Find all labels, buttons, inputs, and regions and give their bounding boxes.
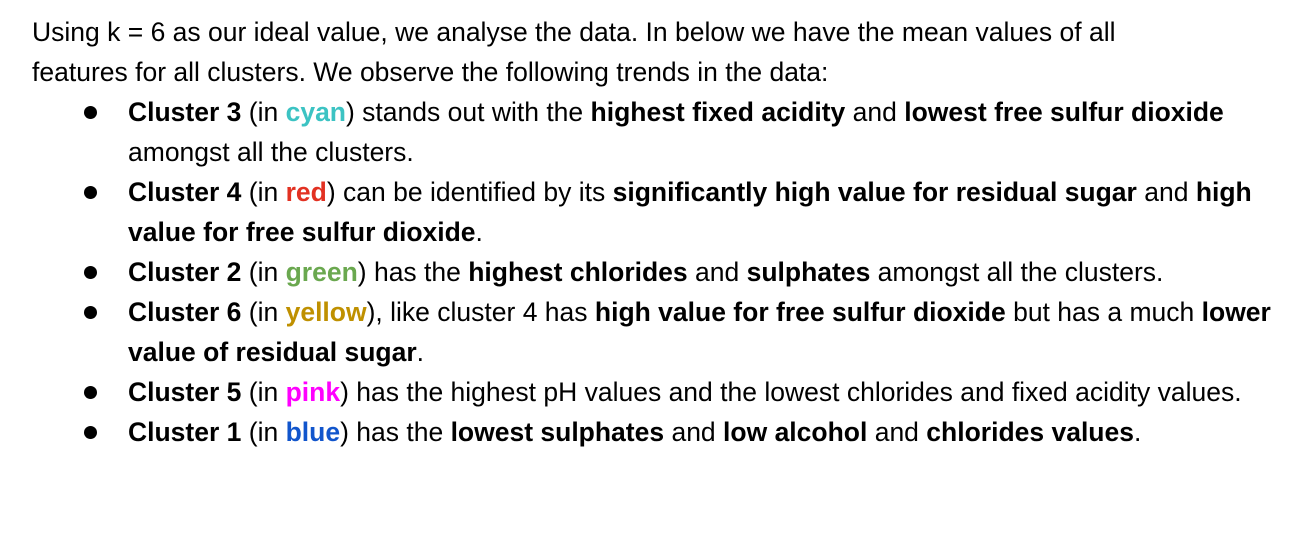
list-item-cluster-3: Cluster 3 (in cyan) stands out with the … [32, 92, 1292, 172]
color-word-green: green [285, 257, 358, 287]
bullet-dot-icon [84, 106, 97, 119]
color-word-cyan: cyan [285, 97, 346, 127]
cluster-name: Cluster 4 [128, 177, 242, 207]
list-item-cluster-1: Cluster 1 (in blue) has the lowest sulph… [32, 412, 1292, 452]
cluster-name: Cluster 1 [128, 417, 242, 447]
bullet-dot-icon [84, 266, 97, 279]
cluster-trends-list: Cluster 3 (in cyan) stands out with the … [32, 92, 1292, 452]
intro-line-1: Using k = 6 as our ideal value, we analy… [32, 17, 1116, 47]
cluster-name: Cluster 6 [128, 297, 242, 327]
cluster-name: Cluster 5 [128, 377, 242, 407]
list-item-cluster-4: Cluster 4 (in red) can be identified by … [32, 172, 1292, 252]
color-word-pink: pink [285, 377, 341, 407]
color-word-blue: blue [285, 417, 341, 447]
intro-paragraph: Using k = 6 as our ideal value, we analy… [32, 12, 1292, 92]
color-word-red: red [285, 177, 327, 207]
bullet-dot-icon [84, 306, 97, 319]
bullet-dot-icon [84, 186, 97, 199]
list-item-cluster-5: Cluster 5 (in pink) has the highest pH v… [32, 372, 1292, 412]
bullet-dot-icon [84, 386, 97, 399]
intro-line-2: features for all clusters. We observe th… [32, 57, 829, 87]
list-item-cluster-2: Cluster 2 (in green) has the highest chl… [32, 252, 1292, 292]
cluster-name: Cluster 2 [128, 257, 242, 287]
bullet-dot-icon [84, 426, 97, 439]
cluster-name: Cluster 3 [128, 97, 242, 127]
document-body: Using k = 6 as our ideal value, we analy… [32, 12, 1292, 452]
color-word-yellow: yellow [285, 297, 367, 327]
list-item-cluster-6: Cluster 6 (in yellow), like cluster 4 ha… [32, 292, 1292, 372]
